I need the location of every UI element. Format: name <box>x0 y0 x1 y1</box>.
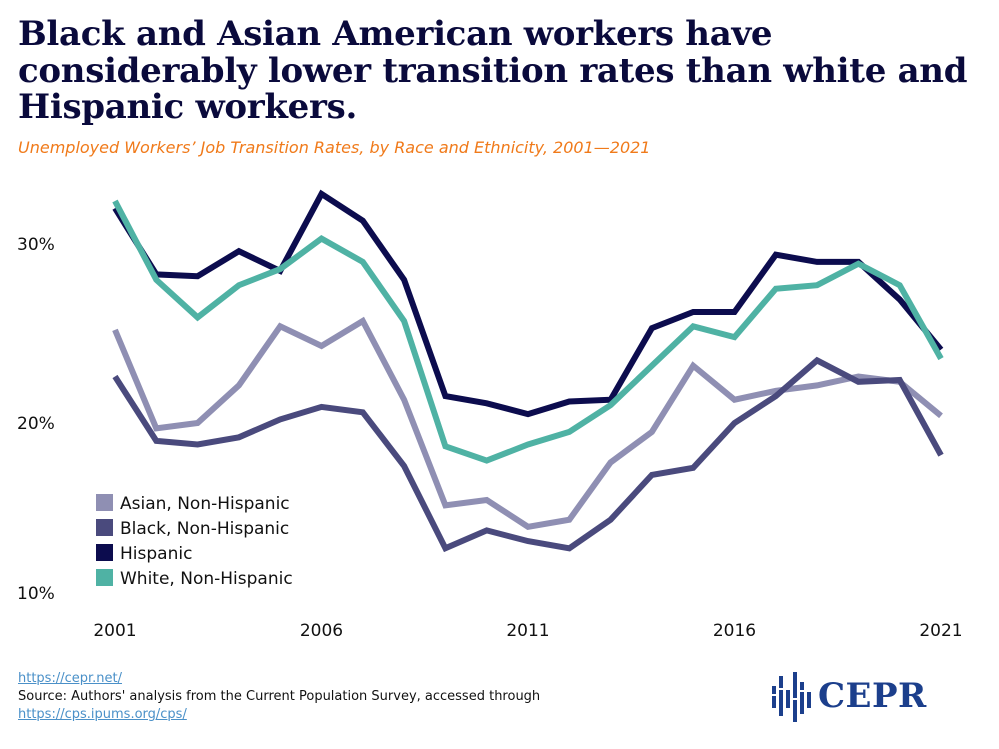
x-tick-label: 2011 <box>506 621 549 641</box>
legend-label: Asian, Non-Hispanic <box>120 494 290 514</box>
cepr-logo-text: CEPR <box>818 676 927 716</box>
series-line-white <box>112 199 944 464</box>
legend-swatch <box>96 494 113 511</box>
y-tick-label: 10% <box>17 584 55 604</box>
legend-swatch <box>96 519 113 536</box>
x-axis: 2001 2006 2011 2016 2021 <box>93 621 962 641</box>
ipums-link[interactable]: https://cps.ipums.org/cps/ <box>18 707 187 722</box>
y-tick-label: 30% <box>17 235 55 255</box>
cepr-logo-icon <box>772 672 811 722</box>
cepr-link[interactable]: https://cepr.net/ <box>18 671 122 686</box>
legend-swatch <box>96 569 113 586</box>
legend: Asian, Non-Hispanic Black, Non-Hispanic Hi… <box>96 494 293 589</box>
x-tick-label: 2001 <box>93 621 136 641</box>
y-axis: 10% 20% 30% <box>17 235 55 604</box>
x-tick-label: 2006 <box>300 621 343 641</box>
chart-title: Black and Asian American workers have co… <box>18 14 968 128</box>
x-tick-label: 2021 <box>919 621 962 641</box>
series-line-black <box>112 356 944 553</box>
line-chart: 10% 20% 30% 2001 2006 2011 2016 2021 Asian, No… <box>17 189 963 641</box>
x-tick-label: 2016 <box>713 621 756 641</box>
series-line-asian <box>112 316 943 530</box>
legend-swatch <box>96 544 113 561</box>
chart-subtitle: Unemployed Workers’ Job Transition Rates… <box>18 138 651 157</box>
plot-area <box>112 189 944 553</box>
legend-label: White, Non-Hispanic <box>120 569 293 589</box>
legend-label: Black, Non-Hispanic <box>120 519 289 539</box>
series-line-hispanic <box>112 189 944 418</box>
source-note: Source: Authors' analysis from the Curre… <box>18 689 541 704</box>
legend-label: Hispanic <box>120 544 192 564</box>
footer: https://cepr.net/ Source: Authors' analy… <box>18 670 718 724</box>
y-tick-label: 20% <box>17 414 55 434</box>
